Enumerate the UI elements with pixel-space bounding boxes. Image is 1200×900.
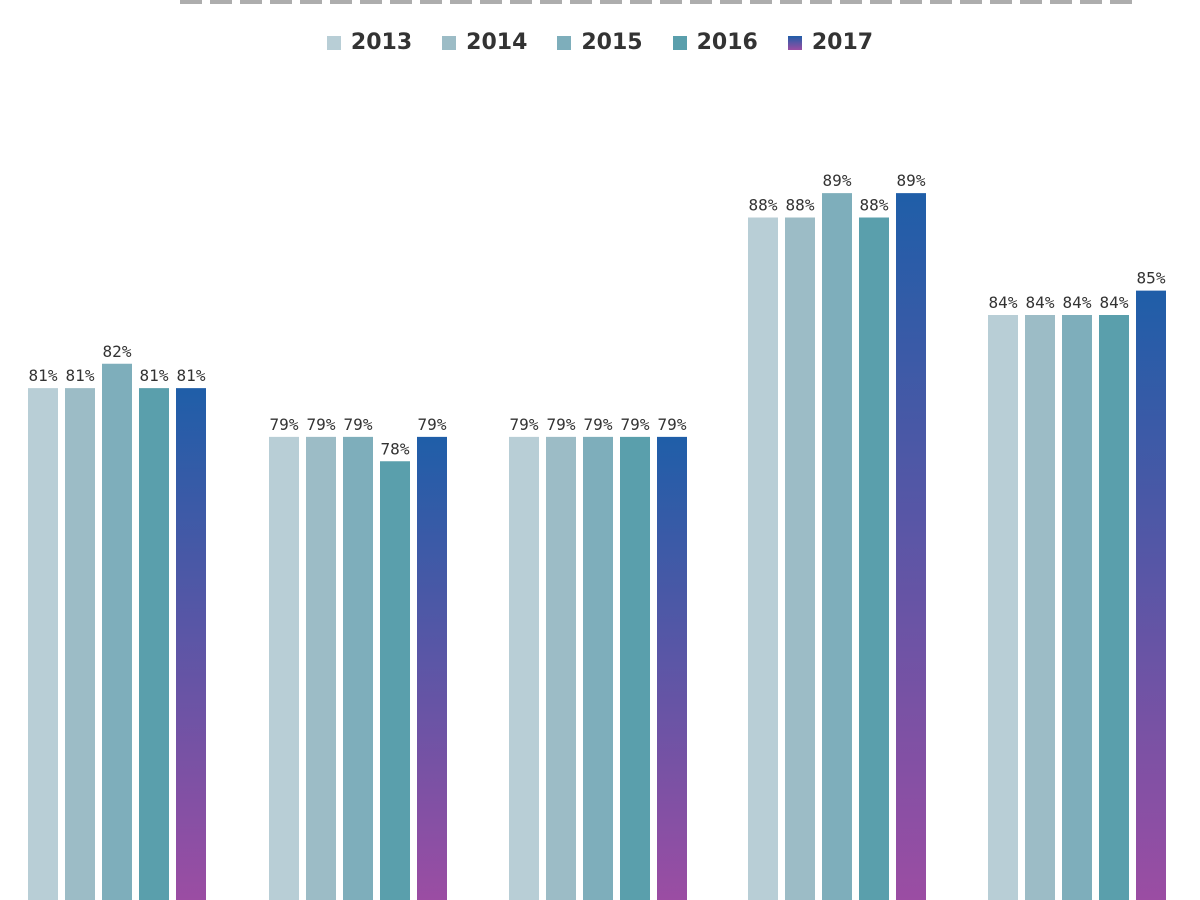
bar-2015-group-5 xyxy=(1062,315,1092,900)
bar-2014-group-3 xyxy=(546,436,576,900)
legend-label: 2014 xyxy=(466,30,528,55)
legend-item-2017: 2017 xyxy=(787,30,874,55)
bars-layer xyxy=(28,193,1166,900)
bar-2013-group-1 xyxy=(28,388,58,900)
bar-2014-group-4 xyxy=(785,217,815,900)
data-label: 89% xyxy=(897,171,926,190)
data-label: 84% xyxy=(1026,293,1055,312)
data-label: 84% xyxy=(1063,293,1092,312)
bar-2014-group-1 xyxy=(65,388,95,900)
data-label: 88% xyxy=(860,196,889,215)
bar-2017-group-1 xyxy=(176,388,206,900)
legend-swatch xyxy=(672,35,687,50)
data-label: 79% xyxy=(621,415,650,434)
bar-2013-group-4 xyxy=(748,217,778,900)
bar-2017-group-4 xyxy=(896,193,926,900)
bar-2013-group-2 xyxy=(269,436,299,900)
data-label: 85% xyxy=(1137,269,1166,288)
data-label: 84% xyxy=(1100,293,1129,312)
data-label: 82% xyxy=(103,342,132,361)
legend: 2013 2014 2015 2016 2017 xyxy=(0,30,1200,55)
legend-swatch xyxy=(442,35,457,50)
bar-2016-group-3 xyxy=(620,436,650,900)
bar-2013-group-3 xyxy=(509,436,539,900)
data-label: 81% xyxy=(29,366,58,385)
data-label: 88% xyxy=(749,196,778,215)
data-labels-layer: 81% 81% 82% 81% 81% 79% 79% 79% 78% 79% 79% 79% 79% 7… xyxy=(29,171,1166,458)
data-label: 79% xyxy=(270,415,299,434)
legend-label: 2017 xyxy=(811,30,874,55)
bar-2015-group-4 xyxy=(822,193,852,900)
bar-2016-group-5 xyxy=(1099,315,1129,900)
legend-label: 2016 xyxy=(696,30,758,55)
legend-item-2016: 2016 xyxy=(672,30,758,55)
data-label: 81% xyxy=(66,366,95,385)
legend-item-2013: 2013 xyxy=(326,30,413,55)
legend-swatch xyxy=(557,35,572,50)
bar-2016-group-1 xyxy=(139,388,169,900)
data-label: 79% xyxy=(344,415,373,434)
bar-2015-group-3 xyxy=(583,436,613,900)
bar-2017-group-5 xyxy=(1136,290,1166,900)
legend-item-2015: 2015 xyxy=(557,30,643,55)
bar-2014-group-5 xyxy=(1025,315,1055,900)
data-label: 79% xyxy=(547,415,576,434)
data-label: 79% xyxy=(584,415,613,434)
bar-2016-group-4 xyxy=(859,217,889,900)
legend-item-2014: 2014 xyxy=(442,30,527,55)
bar-2015-group-1 xyxy=(102,363,132,900)
legend-label: 2015 xyxy=(581,30,643,55)
bar-2015-group-2 xyxy=(343,436,373,900)
chart-title-remnant xyxy=(180,0,1140,4)
legend-swatch xyxy=(787,35,802,50)
bar-2014-group-2 xyxy=(306,436,336,900)
data-label: 78% xyxy=(381,439,410,458)
data-label: 81% xyxy=(140,366,169,385)
data-label: 88% xyxy=(786,196,815,215)
data-label: 89% xyxy=(823,171,852,190)
data-label: 79% xyxy=(418,415,447,434)
data-label: 81% xyxy=(177,366,206,385)
bar-2017-group-2 xyxy=(417,436,447,900)
data-label: 84% xyxy=(989,293,1018,312)
legend-label: 2013 xyxy=(350,30,413,55)
bar-2013-group-5 xyxy=(988,315,1018,900)
legend-swatch xyxy=(326,35,341,50)
bar-2016-group-2 xyxy=(380,461,410,900)
data-label: 79% xyxy=(510,415,539,434)
data-label: 79% xyxy=(307,415,336,434)
data-label: 79% xyxy=(658,415,687,434)
bar-2017-group-3 xyxy=(657,436,687,900)
